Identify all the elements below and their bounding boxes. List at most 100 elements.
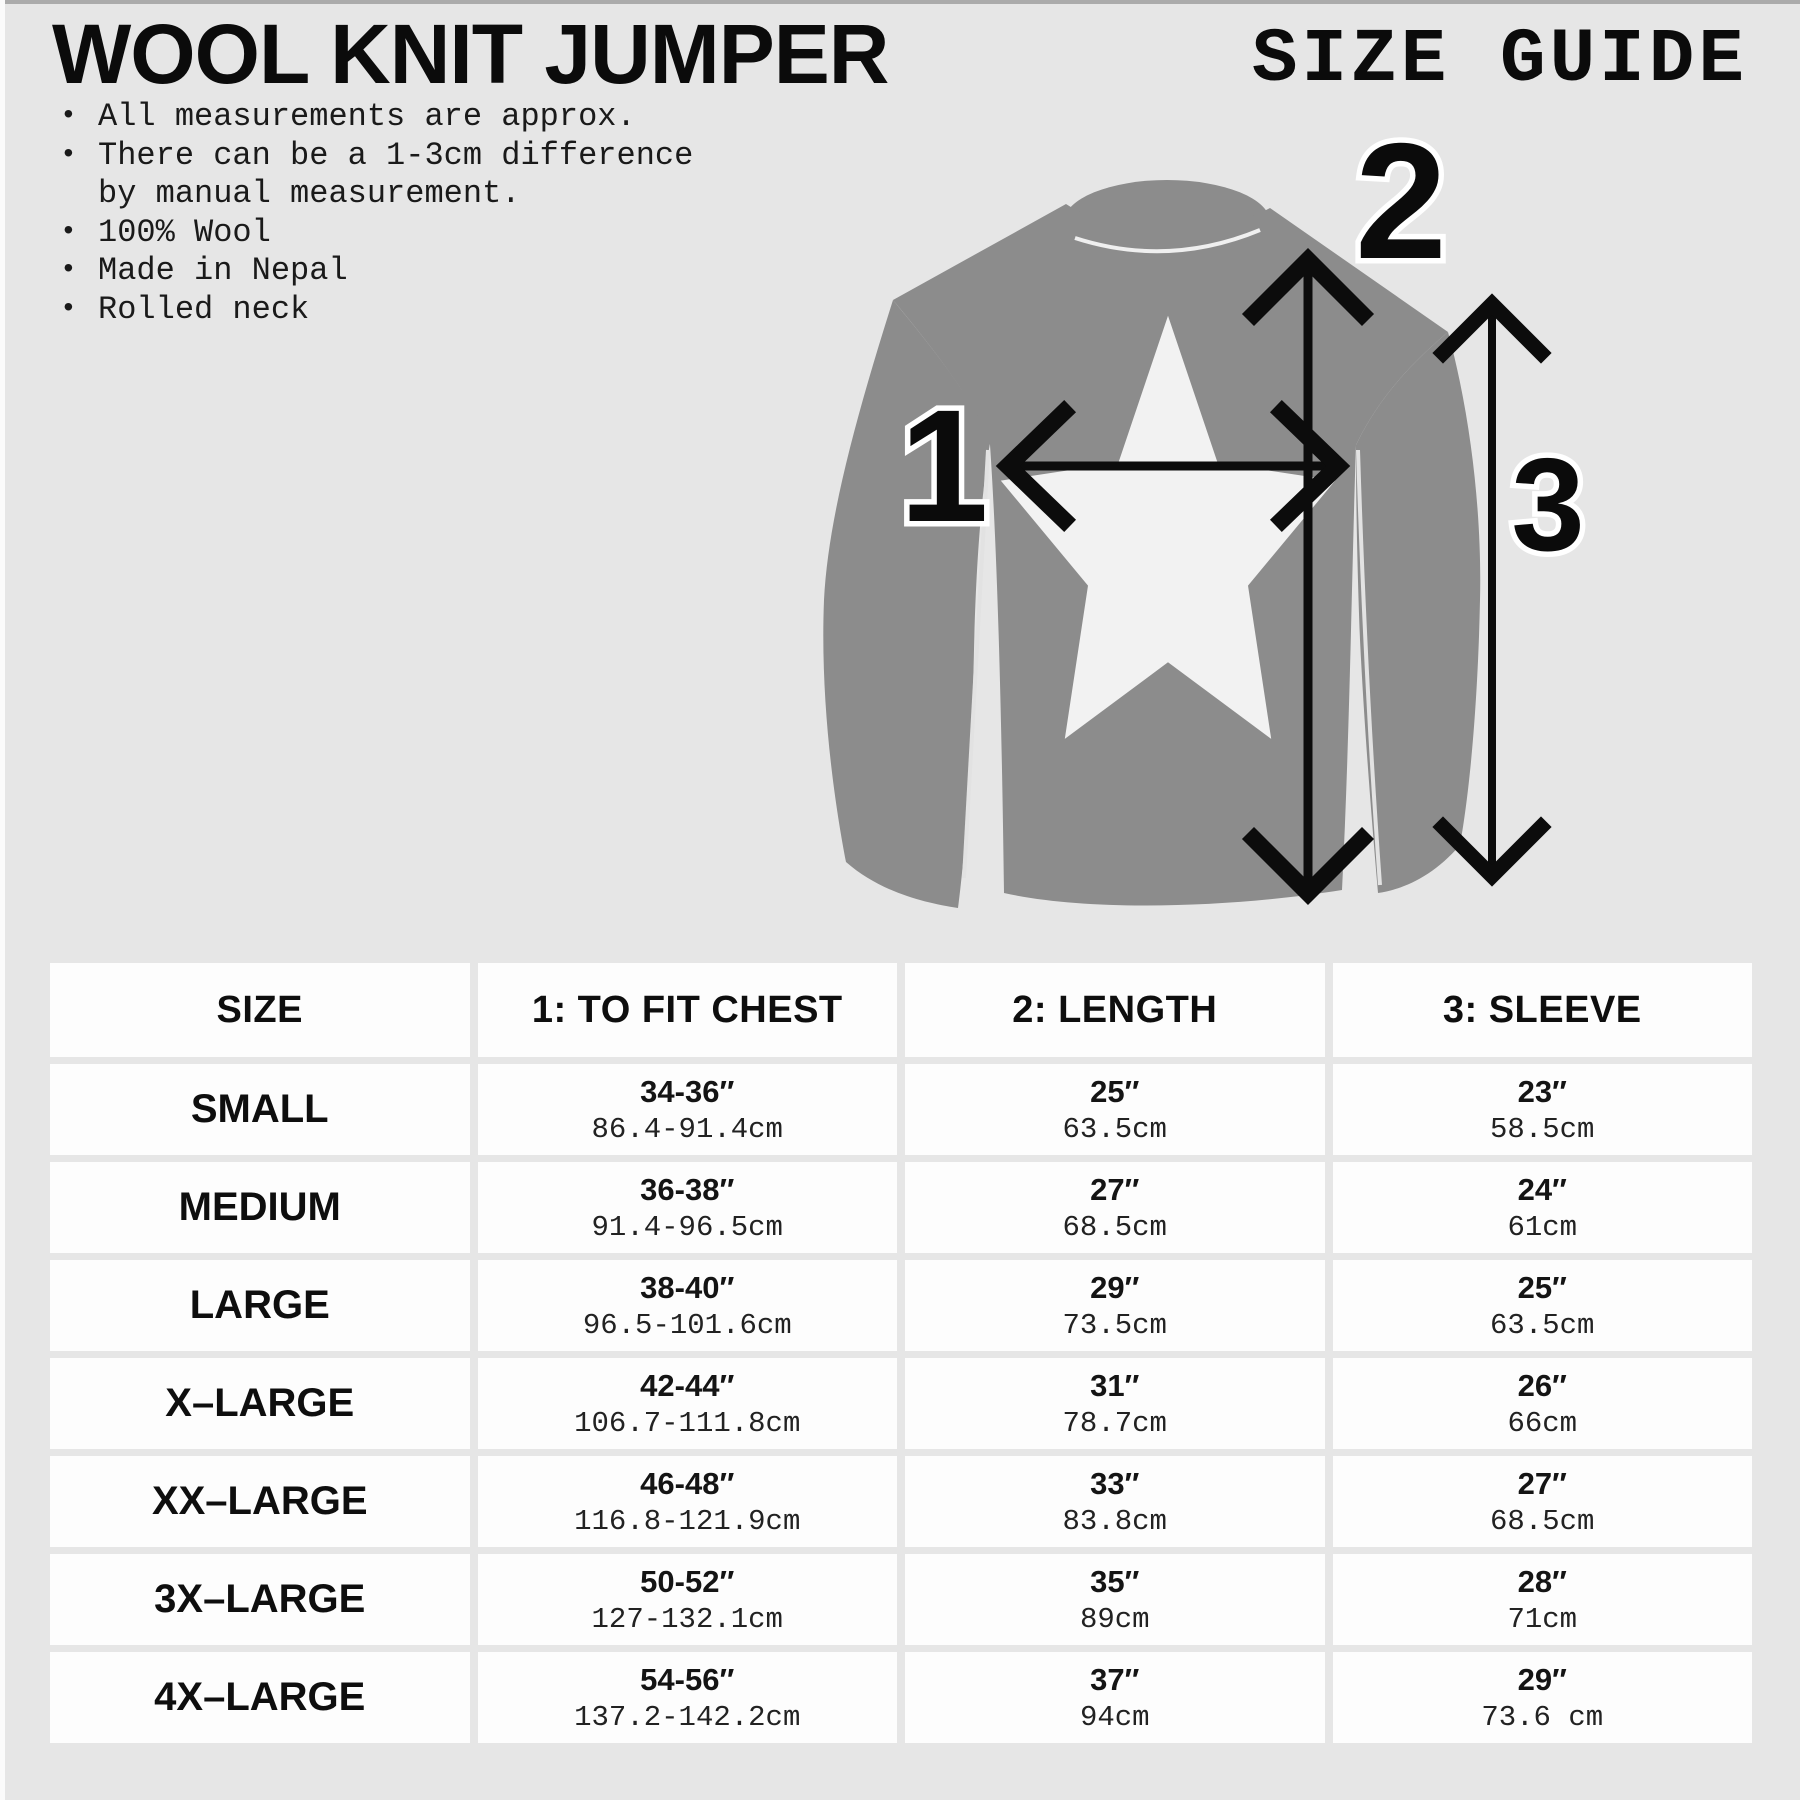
sleeve-cell: 27″ 68.5cm	[1332, 1456, 1752, 1547]
value-inches: 46-48″	[640, 1465, 735, 1501]
arrow-number-labels: 1 2 3	[894, 104, 1590, 584]
value-cm: 127-132.1cm	[591, 1602, 783, 1636]
bullet-item: • 100% Wool	[50, 214, 810, 253]
length-cell: 27″ 68.5cm	[905, 1162, 1325, 1253]
value-cm: 73.6 cm	[1481, 1700, 1604, 1734]
value-inches: 37″	[1090, 1661, 1140, 1697]
value-inches: 29″	[1517, 1661, 1567, 1697]
size-label: 3X–LARGE	[154, 1577, 366, 1621]
label-1: 1	[900, 376, 989, 555]
bullet-marker: •	[60, 216, 77, 248]
value-inches: 25″	[1517, 1269, 1567, 1305]
right-sleeve-seam	[1356, 449, 1382, 886]
value-inches: 54-56″	[640, 1661, 735, 1697]
size-label: X–LARGE	[165, 1381, 355, 1425]
photo-left-edge	[0, 0, 5, 1800]
value-inches: 26″	[1517, 1367, 1567, 1403]
value-cm: 68.5cm	[1062, 1210, 1167, 1244]
table-header-cell: 2: LENGTH	[905, 963, 1325, 1057]
chest-cell: 54-56″ 137.2-142.2cm	[477, 1652, 897, 1743]
value-inches: 35″	[1090, 1563, 1140, 1599]
value-inches: 23″	[1517, 1073, 1567, 1109]
bullet-text: Rolled neck	[98, 290, 310, 328]
value-inches: 38-40″	[640, 1269, 735, 1305]
sleeve-arrow	[1432, 293, 1552, 887]
value-cm: 137.2-142.2cm	[574, 1700, 801, 1734]
table-header-cell: SIZE	[50, 963, 470, 1057]
sleeve-cell: 25″ 63.5cm	[1332, 1260, 1752, 1351]
value-cm: 78.7cm	[1062, 1406, 1167, 1440]
value-cm: 96.5-101.6cm	[582, 1308, 792, 1342]
size-cell: SMALL	[50, 1064, 470, 1155]
bullet-marker: •	[60, 139, 77, 171]
value-inches: 24″	[1517, 1171, 1567, 1207]
chest-cell: 46-48″ 116.8-121.9cm	[477, 1456, 897, 1547]
table-header-cell: 1: TO FIT CHEST	[477, 963, 897, 1057]
length-cell: 31″ 78.7cm	[905, 1358, 1325, 1449]
value-cm: 63.5cm	[1062, 1112, 1167, 1146]
size-cell: XX–LARGE	[50, 1456, 470, 1547]
jumper-collar	[1064, 180, 1270, 264]
length-arrow	[1241, 247, 1375, 906]
size-table: SIZE 1: TO FIT CHEST 2: LENGTH 3: SLEEVE SMA…	[50, 963, 1752, 1743]
value-cm: 106.7-111.8cm	[574, 1406, 801, 1440]
value-cm: 73.5cm	[1062, 1308, 1167, 1342]
size-cell: X–LARGE	[50, 1358, 470, 1449]
page-title: WOOL KNIT JUMPER	[52, 7, 889, 101]
value-cm: 116.8-121.9cm	[574, 1504, 801, 1538]
value-inches: 27″	[1517, 1465, 1567, 1501]
bullet-item: • All measurements are approx.	[50, 98, 810, 137]
value-cm: 94cm	[1079, 1700, 1150, 1734]
value-cm: 83.8cm	[1062, 1504, 1167, 1538]
sleeve-cell: 24″ 61cm	[1332, 1162, 1752, 1253]
chest-cell: 42-44″ 106.7-111.8cm	[477, 1358, 897, 1449]
size-label: LARGE	[189, 1283, 330, 1327]
star-motif	[1000, 315, 1336, 739]
value-inches: 50-52″	[640, 1563, 735, 1599]
label-2: 2	[1355, 109, 1447, 293]
bullet-item: • Made in Nepal	[50, 252, 810, 291]
value-inches: 28″	[1517, 1563, 1567, 1599]
value-inches: 31″	[1090, 1367, 1140, 1403]
value-inches: 29″	[1090, 1269, 1140, 1305]
size-guide-heading: SIZE GUIDE	[1251, 17, 1748, 103]
value-cm: 71cm	[1507, 1602, 1578, 1636]
size-cell: MEDIUM	[50, 1162, 470, 1253]
table-header-cell: 3: SLEEVE	[1332, 963, 1752, 1057]
chest-cell: 36-38″ 91.4-96.5cm	[477, 1162, 897, 1253]
jumper-body	[893, 204, 1448, 906]
value-cm: 66cm	[1507, 1406, 1578, 1440]
value-inches: 42-44″	[640, 1367, 735, 1403]
collar-seam	[1074, 228, 1261, 254]
bullet-text: All measurements are approx.	[98, 98, 636, 135]
sleeve-cell: 28″ 71cm	[1332, 1554, 1752, 1645]
chest-cell: 34-36″ 86.4-91.4cm	[477, 1064, 897, 1155]
bullet-marker: •	[60, 255, 77, 286]
chest-cell: 50-52″ 127-132.1cm	[477, 1554, 897, 1645]
bullet-item: • There can be a 1-3cm difference by manu…	[50, 137, 810, 214]
value-inches: 36-38″	[640, 1171, 735, 1207]
bullet-marker: •	[60, 293, 77, 325]
chest-arrow	[995, 399, 1351, 533]
value-cm: 61cm	[1507, 1210, 1578, 1244]
value-cm: 68.5cm	[1490, 1504, 1595, 1538]
length-cell: 35″ 89cm	[905, 1554, 1325, 1645]
size-cell: LARGE	[50, 1260, 470, 1351]
sleeve-cell: 26″ 66cm	[1332, 1358, 1752, 1449]
size-cell: 4X–LARGE	[50, 1652, 470, 1743]
sleeve-cell: 29″ 73.6 cm	[1332, 1652, 1752, 1743]
jumper-left-sleeve	[823, 300, 990, 908]
length-cell: 33″ 83.8cm	[905, 1456, 1325, 1547]
measurement-arrows	[995, 247, 1552, 906]
chest-cell: 38-40″ 96.5-101.6cm	[477, 1260, 897, 1351]
size-label: MEDIUM	[178, 1185, 341, 1229]
bullet-text: Made in Nepal	[98, 252, 348, 289]
value-cm: 91.4-96.5cm	[591, 1210, 783, 1244]
value-inches: 27″	[1090, 1171, 1140, 1207]
bullet-marker: •	[60, 101, 77, 132]
size-cell: 3X–LARGE	[50, 1554, 470, 1645]
left-sleeve-seam	[962, 449, 990, 879]
size-label: 4X–LARGE	[154, 1675, 366, 1719]
length-cell: 29″ 73.5cm	[905, 1260, 1325, 1351]
